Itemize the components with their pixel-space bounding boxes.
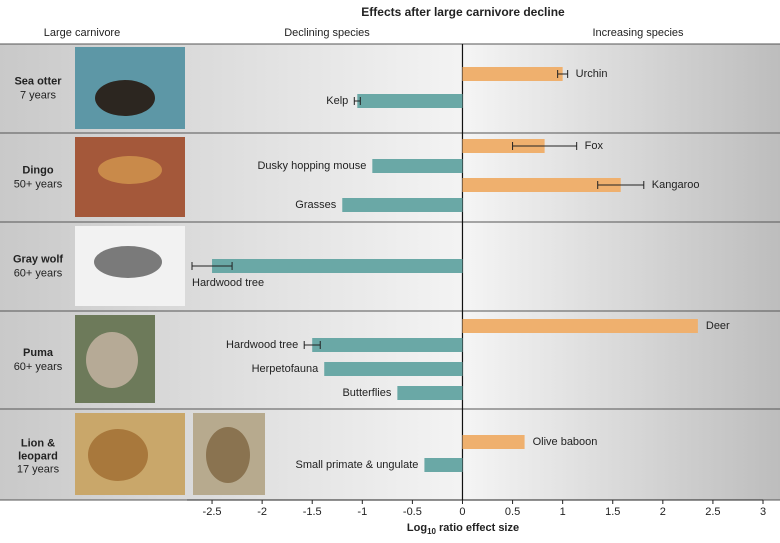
column-header: Large carnivore [44, 27, 120, 39]
bar [212, 259, 463, 273]
bar-label: Fox [585, 140, 604, 152]
bar-label: Butterflies [342, 387, 391, 399]
bar [372, 159, 463, 173]
x-tick-label: -2.5 [203, 506, 222, 518]
bar-label: Urchin [576, 68, 608, 80]
x-tick-label: 1.5 [605, 506, 620, 518]
carnivore-duration: 50+ years [14, 178, 63, 190]
column-header: Increasing species [592, 27, 684, 39]
x-axis-label-part: ratio effect size [436, 522, 519, 534]
bar [462, 178, 621, 192]
column-header: Declining species [284, 27, 370, 39]
x-tick-label: -1 [357, 506, 367, 518]
x-axis-label-sub: 10 [427, 527, 436, 536]
carnivore-name: Puma [23, 347, 54, 359]
carnivore-name: Gray wolf [13, 253, 63, 265]
bar [342, 198, 463, 212]
x-tick-label: -2 [257, 506, 267, 518]
x-tick-label: 3 [760, 506, 766, 518]
bar [462, 67, 563, 81]
bar-label: Herpetofauna [252, 363, 320, 375]
bar [312, 338, 463, 352]
bar [462, 139, 545, 153]
x-tick-label: 0.5 [505, 506, 520, 518]
bar-label: Dusky hopping mouse [257, 160, 366, 172]
x-tick-label: -1.5 [303, 506, 322, 518]
x-tick-label: 2 [660, 506, 666, 518]
bar [462, 319, 698, 333]
photos [75, 47, 265, 495]
bar-label: Hardwood tree [226, 339, 298, 351]
carnivore-duration: 7 years [20, 89, 57, 101]
bar [462, 435, 525, 449]
bar-label: Small primate & ungulate [296, 459, 419, 471]
x-tick-label: 2.5 [705, 506, 720, 518]
x-axis-label-part: Log [407, 522, 427, 534]
bar-label: Deer [706, 320, 730, 332]
x-tick-label: 1 [560, 506, 566, 518]
carnivore-name: Lion & leopard [18, 437, 58, 462]
bar-label: Olive baboon [533, 436, 598, 448]
bar [324, 362, 463, 376]
x-tick-label: 0 [459, 506, 465, 518]
x-axis-label: Log10 ratio effect size [407, 522, 519, 536]
carnivore-name: Sea otter [14, 75, 62, 87]
chart-title: Effects after large carnivore decline [361, 5, 565, 19]
bar [397, 386, 463, 400]
bar [424, 458, 463, 472]
bar-label: Hardwood tree [192, 277, 264, 289]
carnivore-duration: 17 years [17, 463, 60, 475]
carnivore-duration: 60+ years [14, 361, 63, 373]
carnivore-name: Dingo [22, 164, 53, 176]
carnivore-duration: 60+ years [14, 267, 63, 279]
bar [357, 94, 463, 108]
bar-label: Kelp [326, 95, 348, 107]
bar-label: Kangaroo [652, 179, 700, 191]
bar-label: Grasses [295, 199, 336, 211]
x-tick-label: -0.5 [403, 506, 422, 518]
